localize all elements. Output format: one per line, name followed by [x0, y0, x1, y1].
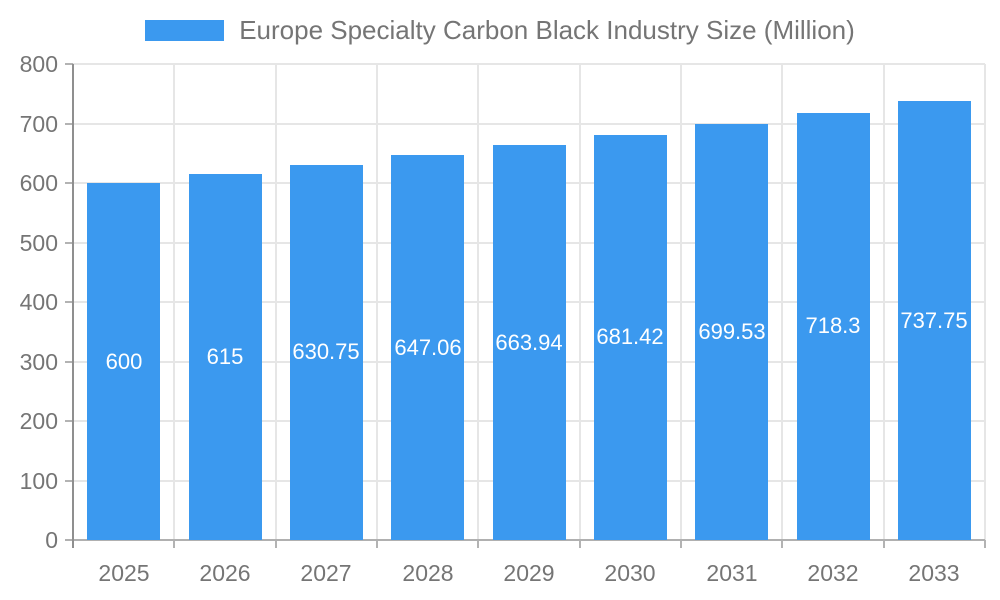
bar-value-label: 647.06: [394, 334, 462, 360]
x-gridline: [781, 64, 784, 540]
y-axis-tick-label: 800: [19, 51, 58, 77]
y-axis-tick-label: 300: [19, 348, 58, 375]
x-tick-mark: [882, 540, 885, 548]
y-tick-mark: [65, 122, 73, 125]
x-tick-mark: [477, 540, 480, 548]
y-axis-tick-label: 700: [19, 110, 58, 137]
bar-value-label: 663.94: [495, 329, 563, 355]
chart-legend[interactable]: Europe Specialty Carbon Black Industry S…: [0, 14, 1000, 45]
bar: [87, 183, 160, 540]
x-tick-mark: [274, 540, 277, 548]
y-tick-mark: [65, 420, 73, 422]
bar: [189, 174, 262, 540]
x-axis-tick-label: 2026: [199, 560, 251, 586]
bar: [594, 134, 667, 540]
x-axis-tick-label: 2027: [300, 560, 352, 586]
bar-value-label: 699.53: [698, 318, 766, 344]
bar-value-label: 737.75: [900, 307, 968, 333]
x-axis-tick-label: 2028: [402, 560, 454, 586]
x-gridline: [376, 64, 378, 540]
y-axis-tick-label: 400: [19, 289, 58, 315]
x-axis-tick-label: 2032: [807, 560, 859, 586]
x-gridline: [477, 64, 480, 540]
x-axis-line: [65, 539, 985, 541]
x-axis-tick-label: 2025: [98, 560, 150, 586]
bar: [797, 112, 870, 540]
x-tick-mark: [173, 540, 176, 548]
x-gridline: [173, 64, 176, 540]
x-tick-mark: [984, 540, 986, 548]
y-axis-tick-label: 500: [19, 229, 58, 256]
y-tick-mark: [65, 479, 73, 482]
y-tick-mark: [65, 241, 73, 244]
x-gridline: [680, 64, 682, 540]
bar: [695, 123, 768, 540]
y-tick-mark: [65, 360, 73, 363]
y-gridline: [73, 122, 985, 125]
bar-value-label: 630.75: [292, 339, 360, 365]
legend-swatch: [145, 19, 225, 41]
x-axis-tick-label: 2033: [908, 560, 960, 586]
x-tick-mark: [376, 540, 378, 548]
y-tick-mark: [65, 182, 73, 184]
x-axis-tick-label: 2029: [503, 560, 555, 586]
x-axis-tick-label: 2031: [706, 560, 758, 586]
x-gridline: [578, 64, 581, 540]
x-gridline: [882, 64, 885, 540]
y-axis-line: [72, 64, 74, 548]
x-gridline: [274, 64, 277, 540]
y-gridline: [73, 63, 985, 65]
x-tick-mark: [781, 540, 784, 548]
legend-label: Europe Specialty Carbon Black Industry S…: [239, 14, 855, 45]
y-axis-tick-label: 200: [19, 408, 58, 434]
bar: [290, 164, 363, 540]
bar-value-label: 681.42: [596, 324, 664, 350]
y-axis-tick-label: 600: [19, 170, 58, 196]
bar-value-label: 615: [206, 344, 244, 369]
bar: [493, 145, 566, 540]
y-axis-tick-label: 0: [45, 527, 58, 553]
y-tick-mark: [65, 63, 73, 65]
y-tick-mark: [65, 301, 73, 303]
bar-value-label: 718.3: [805, 313, 861, 339]
y-axis-tick-label: 100: [19, 467, 58, 494]
bar: [898, 101, 971, 540]
bar: [391, 155, 464, 540]
x-axis-tick-label: 2030: [604, 560, 656, 586]
x-tick-mark: [578, 540, 581, 548]
x-gridline: [984, 64, 986, 540]
bar-value-label: 600: [105, 348, 143, 374]
x-tick-mark: [680, 540, 682, 548]
